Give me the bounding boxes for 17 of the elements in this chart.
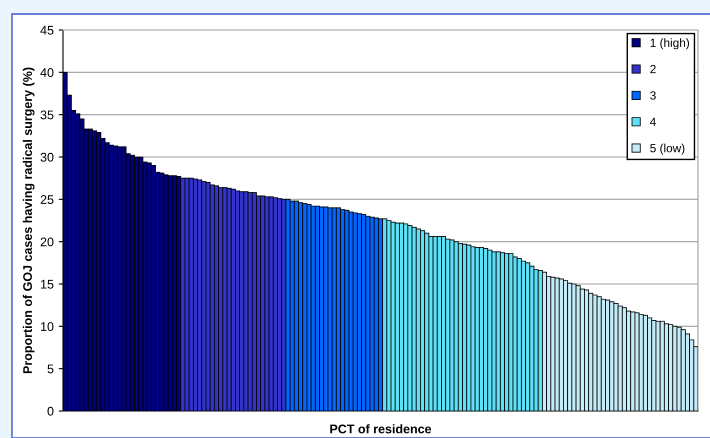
y-tick-label: 25 <box>40 195 54 204</box>
y-tick-label: 30 <box>40 152 54 162</box>
y-tick-label: 40 <box>40 68 54 77</box>
y-tick-label: 0 <box>48 406 54 416</box>
legend-label: 5 (low) <box>650 144 684 155</box>
legend-label: 3 <box>650 91 656 100</box>
y-tick-label: 10 <box>41 322 54 331</box>
y-tick-label: 35 <box>40 110 54 120</box>
x-axis-title: PCT of residence <box>330 424 432 434</box>
y-axis-title: Proportion of GOJ cases having radical surgery (%) <box>22 68 35 374</box>
legend-label: 4 <box>650 118 656 126</box>
y-tick-label: 20 <box>40 237 54 246</box>
y-tick-label: 45 <box>40 26 54 35</box>
y-tick-label: 15 <box>41 280 54 289</box>
legend-label: 2 <box>650 64 656 74</box>
legend-label: 1 (high) <box>650 38 690 50</box>
y-tick-label: 5 <box>48 364 54 374</box>
